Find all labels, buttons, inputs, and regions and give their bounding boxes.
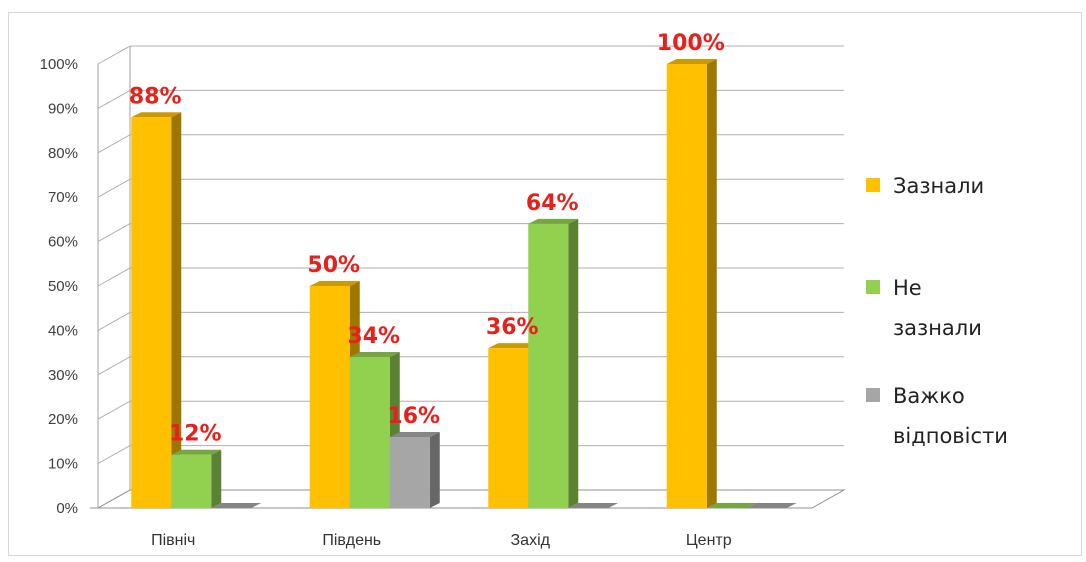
bar-front xyxy=(488,348,529,508)
x-tick-label: Центр xyxy=(686,532,732,549)
y-tick-label: 70% xyxy=(48,189,78,206)
y-tick-label: 0% xyxy=(56,500,78,517)
x-tick-label: Південь xyxy=(322,532,381,549)
data-label: 88% xyxy=(129,84,182,109)
bar-front xyxy=(666,64,707,508)
data-label: 36% xyxy=(486,315,539,340)
gridline-side xyxy=(97,178,131,198)
y-tick-label: 10% xyxy=(48,456,78,473)
bar-top xyxy=(171,449,222,455)
bar-top xyxy=(666,59,717,64)
x-tick-label: Захід xyxy=(511,532,551,549)
y-tick-labels: 0% 10% 20% 30% 40% 50% 60% 70% 80% 90% 100% xyxy=(40,56,78,517)
bar-top xyxy=(706,503,757,508)
bar-top xyxy=(389,431,440,437)
bar-top xyxy=(488,343,539,349)
y-tick-label: 80% xyxy=(48,145,78,162)
bar xyxy=(528,218,579,508)
bar-front xyxy=(309,286,350,508)
gridline-side xyxy=(97,445,131,465)
legend-swatch xyxy=(866,178,880,192)
bar xyxy=(746,503,797,508)
bar-front xyxy=(349,357,390,508)
bar xyxy=(349,352,400,508)
gridline-side xyxy=(97,267,131,287)
gridline-side xyxy=(97,311,131,331)
x-tick-labels: Північ Південь Захід Центр xyxy=(151,532,732,549)
bar xyxy=(666,59,717,508)
bar-top xyxy=(309,281,360,286)
bar-top xyxy=(568,503,619,508)
y-tick-label: 30% xyxy=(48,367,78,384)
data-labels: 88% 12% 50% 34% 16% 36% 64% 100% xyxy=(129,31,725,447)
data-label: 64% xyxy=(526,191,579,216)
gridline-side xyxy=(97,134,131,154)
legend-swatch xyxy=(866,388,880,402)
data-label: 100% xyxy=(657,31,725,56)
bar xyxy=(706,503,757,508)
bar-side xyxy=(706,59,717,508)
bar-front xyxy=(171,454,212,508)
legend-label: відповісти xyxy=(893,424,1008,448)
gridlines xyxy=(97,45,844,465)
bar-side xyxy=(211,449,222,508)
y-tick-label: 50% xyxy=(48,278,78,295)
legend-label: Зазнали xyxy=(893,174,984,198)
bar-top xyxy=(746,503,797,508)
bar-top xyxy=(528,218,579,224)
y-tick-label: 60% xyxy=(48,234,78,251)
gridline-side xyxy=(97,400,131,420)
data-label: 16% xyxy=(387,404,440,429)
bar-side xyxy=(429,431,440,508)
bar xyxy=(131,112,182,508)
y-tick-label: 90% xyxy=(48,100,78,117)
bar xyxy=(389,431,440,508)
bar-front xyxy=(131,117,172,508)
gridline-side xyxy=(97,356,131,376)
legend-item: Важко відповісти xyxy=(866,384,1008,448)
bars xyxy=(131,59,797,508)
bar-front xyxy=(389,436,430,508)
legend-label: Важко xyxy=(893,384,965,408)
x-tick-label: Північ xyxy=(151,532,195,549)
bar xyxy=(211,503,262,508)
bar-side xyxy=(171,112,182,508)
bar-top xyxy=(211,503,262,508)
gridline-side xyxy=(97,223,131,243)
y-tick-label: 20% xyxy=(48,411,78,428)
data-label: 12% xyxy=(169,422,222,447)
legend-label: зазнали xyxy=(893,316,982,340)
data-label: 50% xyxy=(307,253,360,278)
legend-item: Зазнали xyxy=(866,174,984,198)
bar xyxy=(171,449,222,508)
legend-item: Не зазнали xyxy=(866,276,982,340)
bar-top xyxy=(349,352,400,358)
bar xyxy=(568,503,619,508)
data-label: 34% xyxy=(347,324,400,349)
legend: Зазнали Не зазнали Важко відповісти xyxy=(866,174,1008,448)
y-tick-label: 40% xyxy=(48,322,78,339)
bar-front xyxy=(528,223,569,508)
legend-swatch xyxy=(866,280,880,294)
gridline-side xyxy=(97,45,131,65)
bar-side xyxy=(568,218,579,508)
y-tick-label: 100% xyxy=(40,56,78,73)
legend-label: Не xyxy=(893,276,922,300)
bar-top xyxy=(131,112,182,118)
gridline-side xyxy=(97,89,131,109)
